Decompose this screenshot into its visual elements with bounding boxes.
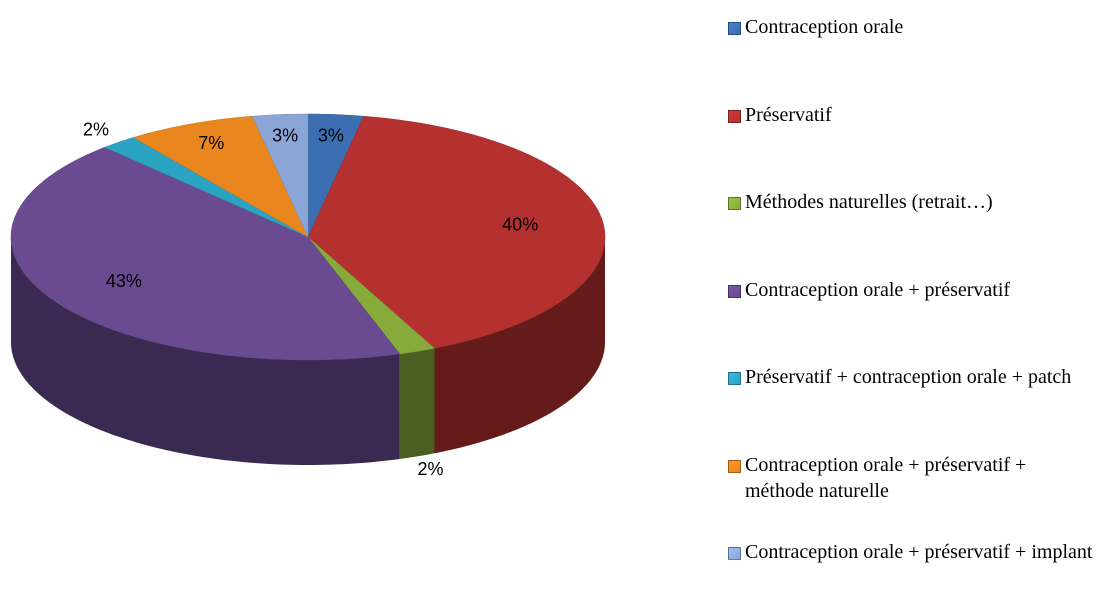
- slice: [307, 236, 436, 355]
- data-label: 43%: [106, 271, 142, 291]
- legend-swatch: [728, 109, 741, 123]
- legend-item: Préservatif: [728, 102, 1100, 128]
- data-label: 7%: [198, 133, 224, 153]
- legend-label: Contraception orale + préservatif + impl…: [745, 541, 1093, 563]
- legend-item: Contraception orale + préservatif: [728, 277, 1100, 303]
- legend-item: Contraception orale: [728, 14, 1100, 40]
- legend-swatch: [728, 547, 741, 560]
- chart: 3% 40% 2% 43% 2% 7% 3%: [10, 113, 606, 479]
- legend-item: Méthodes naturelles (retrait…): [728, 189, 1100, 215]
- data-label: 3%: [318, 125, 344, 145]
- legend-label: Préservatif: [745, 103, 832, 126]
- legend-swatch: [728, 372, 741, 385]
- data-label: 3%: [272, 125, 298, 145]
- slice-side: [434, 237, 605, 454]
- legend-item: Préservatif + contraception orale + patc…: [728, 364, 1100, 390]
- slice: [104, 137, 309, 238]
- slice-side: [399, 348, 435, 459]
- legend-label: Contraception orale: [745, 16, 904, 38]
- legend-label: Contraception orale + préservatif + méth…: [745, 453, 1027, 502]
- legend-label: Contraception orale + préservatif: [745, 278, 1011, 301]
- data-label: 2%: [83, 120, 109, 140]
- legend-swatch: [728, 284, 741, 298]
- legend-swatch: [728, 22, 741, 35]
- data-label: 40%: [502, 215, 538, 235]
- slice: [10, 147, 401, 361]
- legend-item: Contraception orale + préservatif + méth…: [728, 452, 1100, 504]
- slice: [307, 115, 606, 349]
- slice-side: [11, 237, 400, 465]
- legend-swatch: [728, 459, 741, 473]
- data-label: 2%: [417, 459, 443, 479]
- legend-item: Contraception orale + préservatif + impl…: [728, 539, 1100, 565]
- legend-label: Méthodes naturelles (retrait…): [745, 191, 993, 213]
- legend-swatch: [728, 197, 741, 210]
- slice: [132, 115, 309, 238]
- slice: [251, 113, 309, 238]
- legend-label: Préservatif + contraception orale + patc…: [745, 366, 1072, 388]
